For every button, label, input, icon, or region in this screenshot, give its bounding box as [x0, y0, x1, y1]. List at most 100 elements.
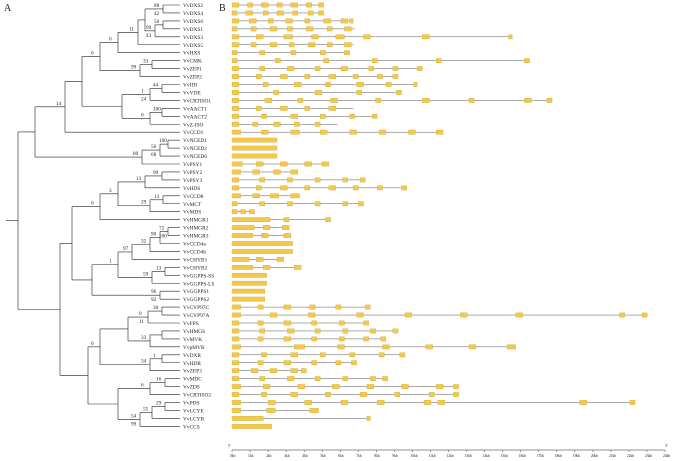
gene-label: VvPDS — [183, 401, 199, 407]
gene-exon — [325, 217, 331, 222]
bootstrap-value: 44 — [153, 82, 159, 88]
gene-exon — [320, 113, 326, 119]
gene-exon — [290, 113, 298, 119]
gene-exon — [231, 145, 278, 151]
gene-exon — [335, 304, 342, 310]
gene-exon — [231, 336, 240, 342]
bootstrap-value: 88 — [154, 3, 160, 9]
gene-exon — [231, 42, 240, 48]
gene-exon — [231, 34, 240, 40]
gene-label: VvHMGR3 — [183, 234, 209, 240]
bootstrap-value: 14 — [56, 101, 62, 107]
gene-label: VvpMVK — [183, 345, 205, 351]
bootstrap-value: 59 — [143, 271, 149, 277]
gene-exon — [307, 42, 316, 48]
gene-exon — [380, 336, 387, 342]
gene-exon — [641, 312, 648, 318]
bootstrap-value: 56 — [151, 144, 157, 150]
gene-exon — [231, 217, 271, 222]
bootstrap-value: 1 — [153, 353, 156, 359]
axis-tick-label: 2kb — [266, 454, 272, 458]
gene-exon — [404, 312, 413, 318]
gene-exon — [320, 50, 326, 56]
gene-exon — [290, 392, 298, 397]
gene-exon — [231, 121, 240, 127]
bootstrap-value: 42 — [154, 11, 160, 17]
gene-exon — [339, 336, 345, 342]
gene-exon — [314, 376, 321, 382]
bootstrap-value: 50 — [154, 19, 160, 25]
gene-exon — [309, 304, 316, 310]
gene-exon — [231, 2, 240, 8]
bootstrap-value: 99 — [153, 170, 159, 176]
gene-exon — [261, 2, 269, 8]
gene-exon — [349, 129, 357, 135]
gene-exon — [283, 233, 291, 238]
gene-exon — [259, 177, 266, 183]
gene-exon — [280, 106, 288, 111]
axis-tick-label: 9kb — [392, 454, 398, 458]
gene-exon — [301, 368, 307, 374]
gene-exon — [273, 121, 281, 127]
gene-label: VvHMGR1 — [183, 218, 209, 224]
bootstrap-value: 34 — [141, 359, 147, 365]
gene-exon — [290, 2, 298, 8]
gene-exon — [340, 66, 349, 71]
bootstrap-value: 92 — [151, 297, 157, 303]
gene-exon — [422, 34, 430, 40]
gene-exon — [320, 352, 326, 358]
gene-exon — [231, 177, 240, 183]
gene-exon — [268, 18, 274, 24]
gene-label: VvLCYB — [183, 416, 204, 422]
gene-exon — [435, 58, 442, 64]
bootstrap-value: 0 — [141, 112, 144, 118]
axis-ticks: 0kb 1kb 2kb 3kb 4kb 5kb 6kb 7kb 8kb 9kb 10kb 11kb 12… — [230, 450, 670, 458]
gene-exon — [250, 26, 257, 32]
axis-end-label: 3' — [665, 443, 668, 448]
gene-exon — [247, 2, 253, 8]
bootstrap-value: 11 — [139, 319, 144, 325]
gene-exon — [231, 161, 243, 167]
gene-exon — [245, 10, 253, 16]
gene-label: VvPSY1 — [183, 162, 202, 168]
bootstrap-value: 30 — [153, 305, 159, 311]
gene-exon — [416, 66, 423, 71]
gene-exon — [311, 360, 317, 366]
gene-exon — [468, 98, 475, 103]
panel-label-b: B — [219, 3, 226, 14]
gene-label: VvAACT2 — [183, 114, 207, 120]
bootstrap-value: 0 — [109, 37, 112, 43]
gene-exon — [342, 201, 349, 207]
gene-labels: VvDXS2 VvDXS4 VvDXS6 VvDXS1 VvDXS3 VvDXS5 VvHX… — [183, 3, 214, 430]
axis-tick-label: 7kb — [356, 454, 362, 458]
gene-exon — [359, 177, 366, 183]
gene-exon — [259, 201, 266, 207]
gene-exon — [282, 225, 290, 230]
axis-tick-label: 5kb — [320, 454, 326, 458]
gene-exon — [314, 121, 321, 127]
bootstrap-value: 0 — [91, 341, 94, 347]
gene-exon — [256, 34, 264, 40]
gene-exon — [413, 82, 418, 87]
gene-label: VvZDS — [183, 385, 200, 391]
gene-label: VvCCD8 — [183, 194, 204, 200]
bootstrap-value: 11 — [129, 26, 134, 32]
gene-exon — [392, 328, 399, 334]
gene-exon — [340, 18, 349, 24]
gene-exon — [392, 66, 399, 71]
gene-label: VvMDC — [183, 377, 202, 383]
gene-exon — [240, 209, 246, 215]
gene-exon — [382, 376, 388, 382]
gene-exon — [231, 249, 293, 254]
gene-label: VvCCD1 — [183, 130, 204, 136]
gene-exon — [340, 400, 349, 405]
gene-exon — [231, 82, 240, 87]
gene-exon — [249, 18, 257, 24]
gene-exon — [231, 233, 253, 238]
gene-exon — [283, 336, 291, 342]
bootstrap-value: 99 — [131, 65, 137, 71]
gene-exon — [288, 42, 295, 48]
gene-exon — [524, 58, 530, 64]
gene-exon — [377, 400, 385, 405]
gene-exon — [287, 201, 293, 207]
